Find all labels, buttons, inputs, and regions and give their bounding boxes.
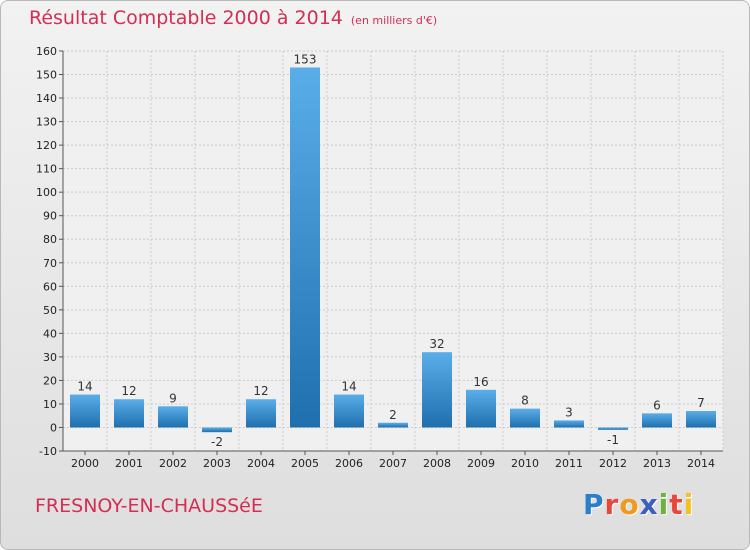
bar: [246, 399, 276, 428]
x-tick-label: 2012: [599, 457, 627, 470]
data-label: 14: [77, 380, 92, 394]
x-tick-label: 2006: [335, 457, 363, 470]
y-tick-label: 160: [36, 45, 57, 58]
y-tick-label: 70: [43, 257, 57, 270]
logo-letter: i: [683, 488, 695, 521]
logo-letter: x: [639, 488, 659, 521]
axes: [59, 50, 723, 455]
data-label: 32: [429, 337, 444, 351]
y-tick-label: 60: [43, 280, 57, 293]
y-tick-label: 20: [43, 374, 57, 387]
y-tick-label: 30: [43, 351, 57, 364]
data-label: -1: [607, 433, 619, 447]
y-tick-label: 110: [36, 163, 57, 176]
data-label: 6: [653, 398, 661, 412]
bar: [642, 413, 672, 428]
logo-letter: t: [669, 488, 684, 521]
bar: [510, 408, 540, 428]
x-tick-label: 2000: [71, 457, 99, 470]
data-label: 3: [565, 405, 573, 419]
x-tick-label: 2013: [643, 457, 671, 470]
y-tick-label: 40: [43, 327, 57, 340]
x-tick-label: 2004: [247, 457, 275, 470]
x-tick-label: 2001: [115, 457, 143, 470]
x-tick-label: 2008: [423, 457, 451, 470]
bar: [466, 389, 496, 428]
bar: [70, 394, 100, 428]
bar: [202, 427, 232, 433]
data-label: 9: [169, 391, 177, 405]
data-label: 8: [521, 394, 529, 408]
logo-letter: i: [658, 488, 670, 521]
y-tick-label: 50: [43, 304, 57, 317]
data-label: 2: [389, 408, 397, 422]
y-tick-label: 100: [36, 186, 57, 199]
data-label: -2: [211, 435, 223, 449]
y-tick-label: 10: [43, 398, 57, 411]
x-tick-label: 2014: [687, 457, 715, 470]
bar: [290, 67, 320, 428]
chart-unit: (en milliers d'€): [350, 14, 438, 27]
plot-area: [63, 51, 723, 451]
x-tick-label: 2002: [159, 457, 187, 470]
logo-letter: r: [604, 488, 620, 521]
x-tick-label: 2005: [291, 457, 319, 470]
data-label: 12: [253, 384, 268, 398]
data-label: 153: [294, 52, 317, 66]
x-tick-label: 2009: [467, 457, 495, 470]
y-tick-label: 140: [36, 92, 57, 105]
y-tick-label: 90: [43, 210, 57, 223]
y-tick-label: 0: [50, 421, 57, 434]
bar: [554, 420, 584, 428]
data-label: 14: [341, 380, 356, 394]
x-tick-label: 2003: [203, 457, 231, 470]
bar: [686, 411, 716, 428]
bar: [334, 394, 364, 428]
bar: [598, 427, 628, 430]
chart-title: Résultat Comptable 2000 à 2014: [29, 7, 343, 29]
x-tick-label: 2011: [555, 457, 583, 470]
x-tick-label: 2010: [511, 457, 539, 470]
bar: [114, 399, 144, 428]
bars: [70, 67, 716, 433]
y-tick-label: -10: [39, 445, 57, 458]
y-tick-label: 150: [36, 69, 57, 82]
proxiti-logo: Proxiti: [583, 488, 694, 521]
data-label: 12: [121, 384, 136, 398]
data-label: 16: [473, 375, 488, 389]
data-label: 7: [697, 396, 705, 410]
logo-letter: P: [583, 488, 605, 521]
bar: [422, 352, 452, 428]
y-tick-label: 80: [43, 233, 57, 246]
y-tick-label: 120: [36, 139, 57, 152]
bar: [158, 406, 188, 428]
bar: [378, 422, 408, 428]
grid-lines: [62, 50, 724, 452]
y-tick-label: 130: [36, 116, 57, 129]
labels: -10 0 10 20 30 40 50 60 70 80 90 100 110 120 130 140 150…: [36, 45, 715, 470]
commune-name: FRESNOY-EN-CHAUSSéE: [35, 495, 263, 517]
x-tick-label: 2007: [379, 457, 407, 470]
title-row: Résultat Comptable 2000 à 2014 (en millie…: [29, 7, 437, 29]
logo-letter: o: [619, 488, 640, 521]
